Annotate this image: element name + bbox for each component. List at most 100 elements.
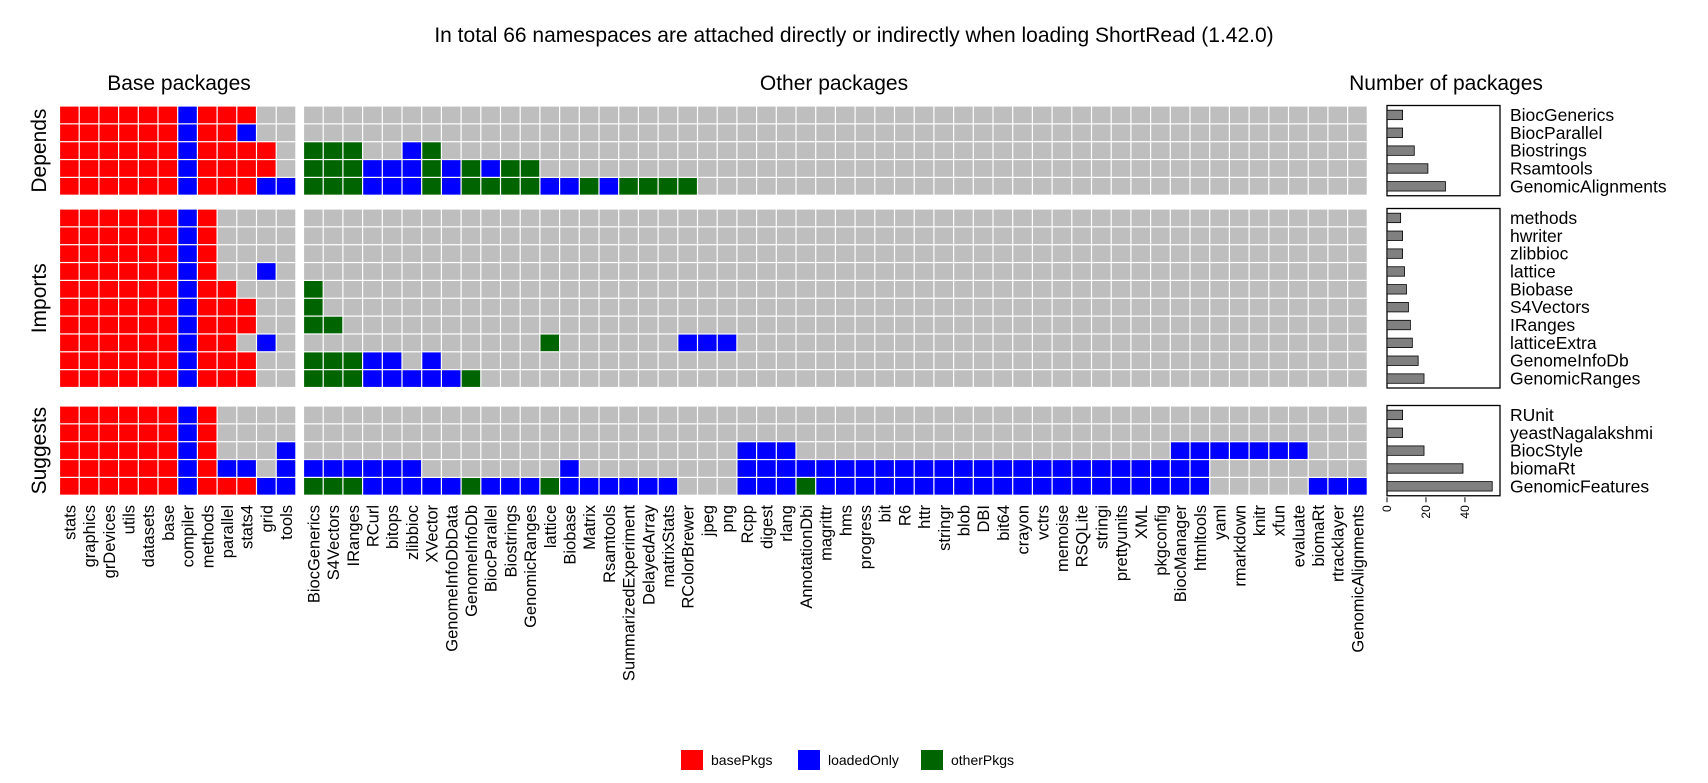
other-cell [658,178,678,195]
other-cell [1072,263,1091,280]
other-cell [501,124,520,142]
count-row-label: Rsamtools [1510,159,1593,179]
other-cell [461,227,481,245]
column-label: compiler [180,505,198,568]
other-cell [776,263,796,280]
other-cell [1111,370,1131,387]
other-cell [1328,352,1347,370]
other-cell [1151,334,1170,352]
other-cell [422,460,441,477]
other-cell [816,160,835,177]
other-cell [1111,245,1131,262]
base-cell [237,245,256,262]
other-cell [422,298,441,316]
other-cell [1289,245,1308,262]
other-cell [698,106,717,124]
other-cell [796,352,816,370]
base-cell [138,352,158,370]
other-cell [678,298,697,316]
other-cell [993,106,1013,124]
other-cell [737,460,756,477]
other-cell [1348,178,1367,195]
other-cell [1072,406,1091,424]
other-cell [520,334,540,352]
base-cell [158,245,178,262]
base-cell [158,263,178,280]
base-cell [276,442,296,459]
other-cell [1289,227,1308,245]
column-label: BiocParallel [483,505,501,592]
other-cell [1308,142,1328,159]
other-cell [875,352,894,370]
other-cell [599,178,619,195]
other-cell [1348,245,1367,262]
other-cell [461,142,481,159]
base-cell [119,209,138,227]
other-cell [520,263,540,280]
other-cell [1249,424,1269,442]
count-bar [1386,181,1446,192]
other-cell [1210,298,1229,316]
other-cell [1092,142,1111,159]
other-cell [579,370,599,387]
other-cell [619,334,638,352]
other-cell [796,442,816,459]
base-cell [198,178,217,195]
base-cell [138,160,158,177]
other-cell [875,178,894,195]
other-cell [619,352,638,370]
group-panel-other [303,406,1368,496]
other-cell [1072,124,1091,142]
other-cell [1289,298,1308,316]
other-cell [993,160,1013,177]
other-cell [501,281,520,298]
other-cell [579,316,599,334]
other-cell [560,106,579,124]
other-cell [481,316,500,334]
other-cell [579,160,599,177]
other-cell [619,442,638,459]
other-cell [599,406,619,424]
other-cell [560,227,579,245]
other-cell [954,478,973,495]
base-cell [237,160,256,177]
other-cell [776,352,796,370]
base-cell [79,124,99,142]
other-cell [323,124,343,142]
base-cell [60,460,79,477]
base-cell [79,406,99,424]
other-cell [914,406,934,424]
other-cell [382,160,402,177]
other-cell [993,227,1013,245]
base-cell [158,124,178,142]
other-cell [1013,460,1032,477]
other-cell [816,352,835,370]
other-cell [954,160,973,177]
other-cell [993,442,1013,459]
other-cell [481,334,500,352]
base-cell [198,478,217,495]
column-label: GenomeInfoDbData [443,504,461,652]
other-cell [1170,352,1190,370]
base-cell [99,424,118,442]
other-cell [520,142,540,159]
base-cell [257,298,276,316]
other-cell [1249,406,1269,424]
other-cell [402,460,422,477]
other-cell [481,142,500,159]
count-bar [1386,481,1493,492]
other-cell [776,316,796,334]
panel-title-base: Base packages [107,72,251,95]
base-cell [237,263,256,280]
other-cell [855,209,875,227]
column-label: BiocGenerics [305,505,323,603]
base-cell [237,352,256,370]
base-cell [60,124,79,142]
base-cell [119,263,138,280]
other-cell [323,316,343,334]
other-cell [954,209,973,227]
base-cell [158,160,178,177]
other-cell [1131,124,1150,142]
other-cell [757,316,776,334]
base-cell [237,281,256,298]
